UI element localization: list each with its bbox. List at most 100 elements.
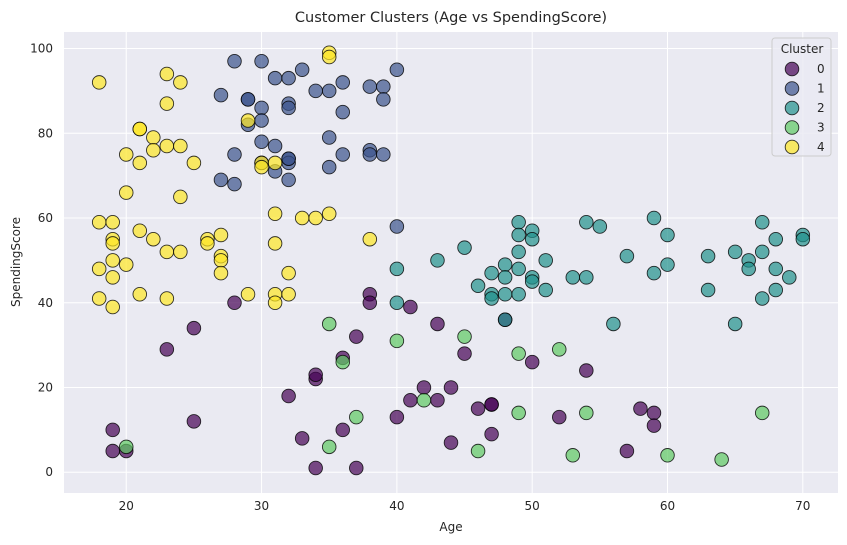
data-point-cluster-0 bbox=[186, 320, 202, 336]
y-tick-label: 60 bbox=[38, 211, 53, 225]
legend-items: 0 1 2 3 4 bbox=[784, 61, 825, 155]
data-point-cluster-0 bbox=[470, 401, 486, 416]
data-point-cluster-2 bbox=[538, 253, 553, 268]
data-point-cluster-0 bbox=[349, 460, 364, 476]
data-point-cluster-1 bbox=[240, 92, 256, 107]
data-point-cluster-4 bbox=[267, 206, 283, 222]
x-axis-label: Age bbox=[439, 520, 462, 534]
data-point-cluster-3 bbox=[714, 452, 729, 467]
data-point-cluster-4 bbox=[118, 147, 134, 162]
data-point-cluster-2 bbox=[579, 214, 594, 230]
data-point-cluster-1 bbox=[362, 147, 378, 162]
data-point-cluster-0 bbox=[484, 397, 499, 412]
data-point-cluster-2 bbox=[389, 261, 405, 277]
data-point-cluster-4 bbox=[132, 155, 148, 171]
data-point-cluster-4 bbox=[254, 159, 269, 175]
data-point-cluster-2 bbox=[660, 257, 675, 272]
x-tick-label: 50 bbox=[525, 499, 540, 513]
data-point-cluster-0 bbox=[389, 409, 405, 425]
data-point-cluster-3 bbox=[349, 409, 364, 425]
data-point-cluster-4 bbox=[91, 291, 107, 306]
data-point-cluster-0 bbox=[619, 443, 635, 459]
x-tick-label: 60 bbox=[660, 499, 675, 513]
data-point-cluster-0 bbox=[579, 363, 594, 378]
data-point-cluster-0 bbox=[403, 299, 418, 315]
data-point-cluster-1 bbox=[227, 53, 242, 69]
plot-background bbox=[64, 32, 838, 493]
data-point-cluster-2 bbox=[524, 231, 540, 247]
data-point-cluster-3 bbox=[565, 448, 581, 463]
data-point-cluster-3 bbox=[321, 439, 337, 455]
data-point-cluster-2 bbox=[741, 261, 756, 277]
data-point-cluster-4 bbox=[159, 291, 175, 306]
data-point-cluster-4 bbox=[146, 130, 161, 145]
data-point-cluster-4 bbox=[173, 189, 188, 205]
legend-title: Cluster bbox=[781, 42, 824, 56]
data-point-cluster-2 bbox=[646, 210, 662, 226]
data-point-cluster-1 bbox=[335, 147, 350, 162]
data-point-cluster-4 bbox=[159, 96, 175, 111]
data-point-cluster-4 bbox=[213, 227, 229, 243]
data-points bbox=[91, 45, 811, 476]
data-point-cluster-4 bbox=[213, 265, 229, 281]
data-point-cluster-2 bbox=[579, 270, 594, 285]
data-point-cluster-1 bbox=[389, 219, 405, 234]
data-point-cluster-4 bbox=[105, 214, 120, 230]
data-point-cluster-0 bbox=[105, 422, 120, 438]
data-point-cluster-0 bbox=[308, 367, 323, 383]
data-point-cluster-3 bbox=[754, 405, 770, 421]
data-point-cluster-4 bbox=[321, 206, 337, 222]
y-tick-label: 100 bbox=[30, 42, 53, 56]
data-point-cluster-0 bbox=[349, 329, 364, 344]
data-point-cluster-4 bbox=[105, 236, 120, 251]
data-point-cluster-1 bbox=[227, 147, 242, 162]
data-point-cluster-2 bbox=[511, 261, 526, 277]
data-point-cluster-1 bbox=[321, 83, 337, 99]
data-point-cluster-1 bbox=[281, 151, 296, 166]
data-point-cluster-2 bbox=[484, 291, 499, 306]
data-point-cluster-0 bbox=[362, 295, 378, 311]
data-point-cluster-3 bbox=[389, 333, 405, 349]
data-point-cluster-0 bbox=[443, 435, 459, 450]
y-tick-label: 20 bbox=[38, 380, 53, 394]
data-point-cluster-0 bbox=[552, 409, 567, 425]
legend-label-cluster-3: 3 bbox=[817, 121, 825, 135]
data-point-cluster-2 bbox=[484, 265, 499, 281]
data-point-cluster-4 bbox=[132, 121, 148, 137]
legend-label-cluster-4: 4 bbox=[817, 140, 825, 154]
data-point-cluster-4 bbox=[308, 210, 323, 226]
data-point-cluster-3 bbox=[321, 316, 337, 332]
data-point-cluster-0 bbox=[646, 418, 662, 433]
data-point-cluster-0 bbox=[159, 342, 175, 357]
data-point-cluster-1 bbox=[213, 172, 229, 188]
data-point-cluster-0 bbox=[227, 295, 242, 311]
y-tick-label: 0 bbox=[45, 465, 53, 479]
data-point-cluster-2 bbox=[727, 316, 743, 332]
data-point-cluster-0 bbox=[646, 405, 662, 421]
data-point-cluster-0 bbox=[416, 380, 432, 395]
data-point-cluster-2 bbox=[768, 231, 784, 247]
data-point-cluster-4 bbox=[159, 66, 175, 82]
data-point-cluster-3 bbox=[457, 329, 472, 344]
data-point-cluster-4 bbox=[91, 214, 107, 230]
data-point-cluster-4 bbox=[321, 49, 337, 65]
data-point-cluster-1 bbox=[321, 159, 337, 175]
data-point-cluster-0 bbox=[308, 460, 323, 476]
data-point-cluster-0 bbox=[633, 401, 648, 416]
legend-label-cluster-2: 2 bbox=[817, 101, 825, 115]
data-point-cluster-0 bbox=[281, 388, 296, 404]
data-point-cluster-0 bbox=[430, 392, 445, 408]
data-point-cluster-4 bbox=[105, 299, 120, 315]
data-point-cluster-4 bbox=[91, 75, 107, 90]
legend-marker-cluster-3 bbox=[784, 120, 800, 135]
data-point-cluster-0 bbox=[443, 380, 459, 395]
data-point-cluster-3 bbox=[511, 405, 526, 421]
data-point-cluster-3 bbox=[335, 354, 350, 370]
data-point-cluster-1 bbox=[281, 100, 296, 116]
data-point-cluster-1 bbox=[308, 83, 323, 99]
data-point-cluster-2 bbox=[619, 248, 635, 264]
data-point-cluster-1 bbox=[376, 79, 391, 94]
y-axis-label: SpendingScore bbox=[9, 217, 23, 307]
data-point-cluster-3 bbox=[416, 392, 432, 408]
data-point-cluster-1 bbox=[294, 62, 310, 77]
